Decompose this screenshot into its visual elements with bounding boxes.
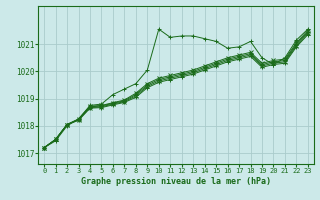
- X-axis label: Graphe pression niveau de la mer (hPa): Graphe pression niveau de la mer (hPa): [81, 177, 271, 186]
